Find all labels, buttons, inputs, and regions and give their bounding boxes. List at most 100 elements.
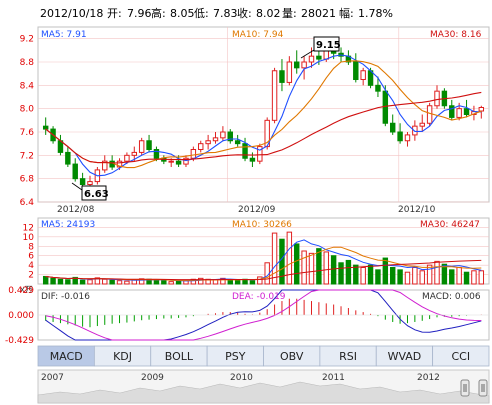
volume-y-tick: 10 (23, 233, 35, 243)
tab-kdj[interactable]: KDJ (93, 345, 152, 367)
macd-legend-value: MACD: 0.006 (422, 292, 481, 302)
candle (434, 85, 440, 109)
candle-body (124, 154, 130, 162)
candle-body (42, 125, 49, 130)
candle-body (183, 157, 189, 165)
quote-header: 2012/10/18 开: 7.96 高: 8.05 低: 7.83 收: 8.… (40, 6, 393, 20)
volume-bars (42, 231, 485, 285)
volume-bar (397, 269, 403, 285)
volume-bar (94, 277, 101, 285)
timeline-right-handle[interactable] (478, 379, 488, 397)
macd-legend: DIF: -0.016 DEA: -0.019 MACD: 0.006 (41, 292, 481, 302)
tab-cci[interactable]: CCI (432, 345, 490, 367)
volume-bar (198, 277, 204, 285)
candle-body (198, 143, 204, 151)
volume-bar (102, 278, 108, 285)
candle (286, 56, 293, 86)
macd-y-tick: 0.000 (8, 311, 34, 321)
change-label: 幅: (339, 7, 354, 20)
volume-moving-averages (45, 239, 482, 282)
volume-bar (375, 269, 381, 285)
candle-body (286, 61, 293, 83)
price-y-tick: 6.8 (20, 175, 35, 185)
volume-bar (301, 250, 307, 285)
candle-body (65, 151, 71, 165)
volume-bar (471, 270, 477, 285)
tab-rsi[interactable]: RSI (319, 345, 377, 367)
volume-bar (72, 276, 78, 285)
candle (234, 134, 241, 147)
volume-bar (449, 269, 455, 285)
tab-label: KDJ (113, 350, 132, 363)
candle-body (308, 55, 315, 63)
candle-body (389, 122, 396, 133)
vol-ma30-line (45, 259, 482, 281)
price-y-tick: 8.4 (20, 81, 35, 91)
x-tick-label: 2012/10 (398, 205, 436, 215)
volume-bar (161, 280, 167, 285)
candle-body (426, 105, 433, 124)
candle (42, 117, 49, 135)
candle (79, 172, 86, 188)
candle (65, 146, 71, 167)
candle-body (463, 108, 470, 115)
candle-body (397, 131, 403, 142)
high-label: 高: (151, 6, 166, 20)
change-value: 1.78% (358, 7, 393, 20)
candle-body (79, 178, 86, 186)
volume-value: 28021 (301, 7, 336, 20)
tab-obv[interactable]: OBV (263, 345, 321, 367)
x-tick-label: 2012/08 (57, 205, 95, 215)
candle (449, 99, 455, 121)
candle-body (419, 122, 425, 127)
candle-body (323, 49, 329, 60)
timeline-range-handles[interactable] (460, 379, 488, 397)
volume-bar (249, 280, 256, 285)
candle-body (478, 107, 485, 112)
candle-body (249, 157, 256, 162)
volume-y-tick: 8 (28, 242, 34, 252)
candle (257, 143, 263, 165)
macd-histogram (45, 298, 482, 328)
candle-body (242, 143, 248, 159)
price-y-tick: 7.6 (20, 128, 35, 138)
candle-body (412, 125, 418, 136)
volume-bar (308, 252, 315, 285)
volume-bar (323, 251, 329, 285)
tab-boll[interactable]: BOLL (150, 345, 208, 367)
candle (404, 132, 411, 147)
tab-wvad[interactable]: WVAD (375, 345, 434, 367)
volume-bar (382, 257, 389, 285)
candle-body (146, 140, 152, 150)
timeline-left-handle[interactable] (460, 379, 470, 397)
volume-bar (434, 260, 440, 285)
candle-body (456, 108, 462, 118)
dif-legend: DIF: -0.016 (41, 292, 90, 302)
volume-bar (279, 238, 285, 285)
candle-body (205, 140, 211, 145)
tab-label: OBV (280, 350, 304, 363)
tab-background[interactable] (432, 345, 490, 367)
tab-label: PSY (225, 350, 246, 363)
ma5-legend: MA5: 7.91 (41, 30, 87, 40)
tab-macd[interactable]: MACD (37, 345, 95, 367)
price-legend: MA5: 7.91 MA10: 7.94 MA30: 8.16 (41, 30, 482, 40)
volume-y-tick: 2 (28, 271, 34, 281)
candle-body (382, 90, 389, 124)
tab-label: RSI (339, 350, 357, 363)
volume-bar (330, 255, 337, 285)
price-y-axis: 9.2 8.8 8.4 8.0 7.6 7.2 6.8 6.4 (20, 35, 35, 208)
tab-psy[interactable]: PSY (206, 345, 264, 367)
volume-label: 量: (282, 7, 297, 20)
low-annotation-text: 6.63 (84, 189, 109, 200)
vol-ma30-legend: MA30: 46247 (420, 220, 480, 230)
open-value: 7.96 (127, 7, 152, 20)
candle-body (227, 131, 233, 142)
candle (397, 123, 403, 144)
candle-body (294, 61, 300, 69)
macd-y-tick: -0.429 (5, 336, 34, 346)
candle (375, 76, 381, 97)
candle (146, 134, 152, 153)
